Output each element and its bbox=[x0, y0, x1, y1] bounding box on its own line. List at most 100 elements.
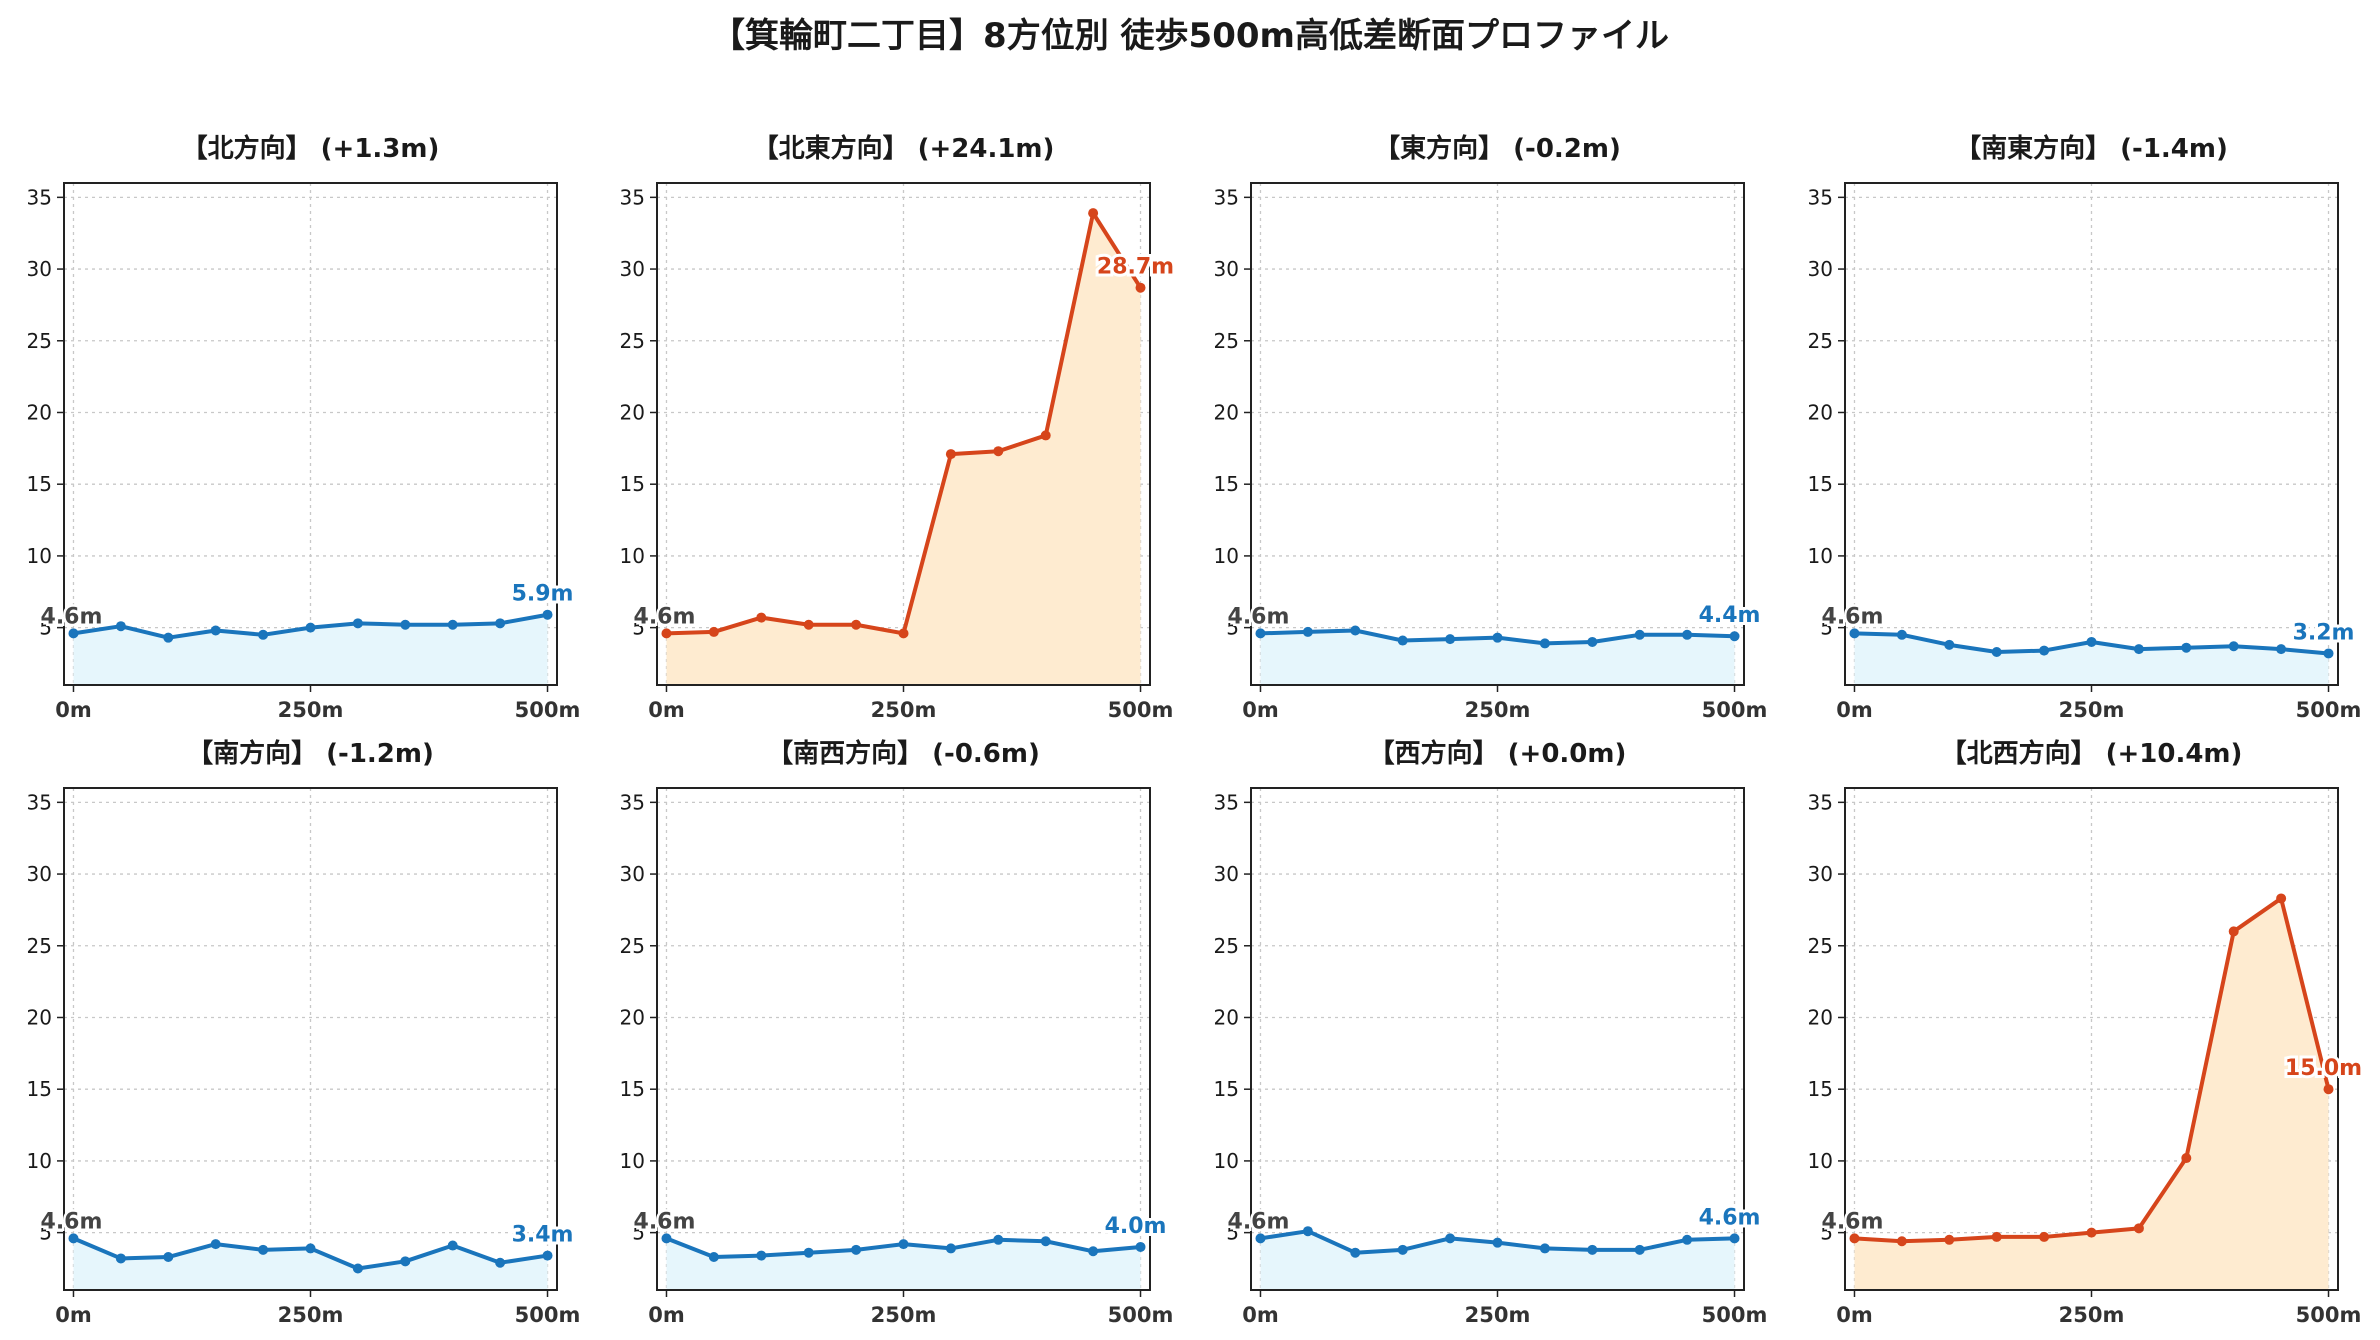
y-tick-label: 25 bbox=[1808, 329, 1833, 353]
y-tick-label: 25 bbox=[27, 329, 52, 353]
y-tick-label: 15 bbox=[1808, 1077, 1833, 1101]
subplot-title: 【南方向】 (-1.2m) bbox=[187, 738, 434, 769]
data-point bbox=[400, 619, 411, 630]
end-label: 4.6m bbox=[1699, 1205, 1761, 1230]
y-tick-label: 35 bbox=[27, 790, 52, 814]
axes-frame bbox=[1250, 182, 1745, 686]
data-point bbox=[352, 618, 363, 629]
data-point bbox=[210, 1239, 221, 1250]
x-tick-label: 250m bbox=[871, 1303, 937, 1327]
data-point bbox=[495, 618, 506, 629]
area-fill bbox=[1260, 630, 1735, 685]
start-label: 4.6m bbox=[1822, 1209, 1884, 1234]
area-fill bbox=[1854, 633, 2329, 685]
x-tick-label: 0m bbox=[1836, 698, 1873, 722]
data-point bbox=[542, 609, 553, 620]
data-point bbox=[1302, 1226, 1313, 1237]
y-tick-label: 20 bbox=[1214, 1005, 1239, 1029]
data-point bbox=[898, 628, 909, 639]
data-point bbox=[756, 1250, 767, 1261]
data-point bbox=[1397, 1244, 1408, 1255]
data-point bbox=[2276, 644, 2287, 655]
data-point bbox=[2228, 926, 2239, 937]
x-tick-label: 500m bbox=[2296, 1303, 2362, 1327]
subplot-title: 【北東方向】 (+24.1m) bbox=[753, 133, 1055, 164]
area-fill bbox=[666, 213, 1141, 685]
y-tick-label: 30 bbox=[1214, 862, 1239, 886]
subplot-2: 【北東方向】 (+24.1m) 5 10 15 20 25 30 35 0m 250m 500m 4.… bbox=[620, 133, 1178, 722]
y-tick-label: 5 bbox=[39, 1221, 52, 1245]
x-tick-label: 250m bbox=[871, 698, 937, 722]
data-point bbox=[1255, 628, 1266, 639]
data-point bbox=[2276, 893, 2287, 904]
y-tick-label: 25 bbox=[27, 934, 52, 958]
y-tick-label: 10 bbox=[620, 544, 645, 568]
data-point bbox=[1634, 1244, 1645, 1255]
x-tick-label: 250m bbox=[278, 1303, 344, 1327]
y-tick-label: 10 bbox=[620, 1149, 645, 1173]
data-point bbox=[851, 1244, 862, 1255]
start-label: 4.6m bbox=[1822, 604, 1884, 629]
y-tick-label: 20 bbox=[27, 400, 52, 424]
data-point bbox=[2133, 1223, 2144, 1234]
y-tick-label: 5 bbox=[1820, 1221, 1833, 1245]
y-tick-label: 15 bbox=[1214, 472, 1239, 496]
y-tick-label: 30 bbox=[620, 257, 645, 281]
x-tick-label: 500m bbox=[1702, 698, 1768, 722]
y-tick-label: 25 bbox=[1808, 934, 1833, 958]
data-point bbox=[803, 1247, 814, 1258]
y-tick-label: 15 bbox=[1808, 472, 1833, 496]
y-tick-label: 20 bbox=[1214, 400, 1239, 424]
figure-title: 【箕輪町二丁目】8方位別 徒歩500m高低差断面プロファイル bbox=[711, 16, 1669, 56]
x-tick-label: 250m bbox=[1465, 698, 1531, 722]
data-point bbox=[1944, 639, 1955, 650]
y-tick-label: 15 bbox=[1214, 1077, 1239, 1101]
x-tick-label: 500m bbox=[1108, 698, 1174, 722]
y-tick-label: 20 bbox=[620, 1005, 645, 1029]
subplot-1: 【北方向】 (+1.3m) 5 10 15 20 25 30 35 0m 250m 500m 4.6m… bbox=[27, 133, 581, 722]
end-label: 28.7m bbox=[1097, 255, 1174, 280]
data-point bbox=[542, 1250, 553, 1261]
data-point bbox=[1634, 629, 1645, 640]
y-tick-label: 15 bbox=[27, 1077, 52, 1101]
data-point bbox=[1040, 430, 1051, 441]
y-tick-label: 15 bbox=[27, 472, 52, 496]
data-point bbox=[2086, 1227, 2097, 1238]
y-tick-label: 10 bbox=[1214, 1149, 1239, 1173]
data-point bbox=[1350, 1247, 1361, 1258]
data-point bbox=[1445, 634, 1456, 645]
y-tick-label: 35 bbox=[620, 185, 645, 209]
y-tick-label: 5 bbox=[1820, 616, 1833, 640]
data-point bbox=[661, 1233, 672, 1244]
data-point bbox=[258, 1244, 269, 1255]
area-fill bbox=[666, 1238, 1141, 1290]
data-point bbox=[1849, 1233, 1860, 1244]
data-point bbox=[115, 1253, 126, 1264]
x-tick-label: 500m bbox=[1108, 1303, 1174, 1327]
data-point bbox=[1849, 628, 1860, 639]
y-tick-label: 10 bbox=[1808, 544, 1833, 568]
data-point bbox=[447, 619, 458, 630]
y-tick-label: 5 bbox=[1226, 1221, 1239, 1245]
data-point bbox=[1991, 1231, 2002, 1242]
x-tick-label: 250m bbox=[1465, 1303, 1531, 1327]
data-point bbox=[1587, 1244, 1598, 1255]
data-point bbox=[1539, 638, 1550, 649]
y-tick-label: 30 bbox=[620, 862, 645, 886]
y-tick-label: 25 bbox=[620, 934, 645, 958]
start-label: 4.6m bbox=[41, 1209, 103, 1234]
data-point bbox=[1135, 1241, 1146, 1252]
data-point bbox=[708, 626, 719, 637]
axes-frame bbox=[1844, 182, 2339, 686]
data-point bbox=[1587, 636, 1598, 647]
subplot-title: 【北西方向】 (+10.4m) bbox=[1941, 738, 2243, 769]
data-point bbox=[1729, 1233, 1740, 1244]
data-point bbox=[447, 1240, 458, 1251]
y-tick-label: 35 bbox=[1808, 185, 1833, 209]
data-point bbox=[305, 1243, 316, 1254]
data-point bbox=[2181, 642, 2192, 653]
y-tick-label: 10 bbox=[1808, 1149, 1833, 1173]
y-tick-label: 5 bbox=[632, 616, 645, 640]
